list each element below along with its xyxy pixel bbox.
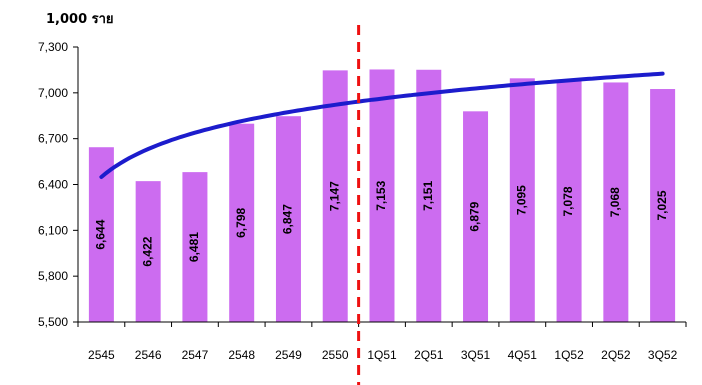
data-label: 7,078 xyxy=(561,186,575,216)
x-tick-label: 4Q51 xyxy=(508,348,538,362)
y-tick-label: 5,500 xyxy=(38,315,68,329)
bar-2547 xyxy=(182,172,208,322)
x-tick-label: 1Q52 xyxy=(554,348,584,362)
x-tick-label: 2547 xyxy=(182,348,209,362)
x-tick-label: 2Q52 xyxy=(601,348,631,362)
bar-2549 xyxy=(275,116,301,322)
bar-3Q51 xyxy=(463,111,489,322)
bar-2546 xyxy=(135,181,161,322)
bar-2Q52 xyxy=(603,82,629,322)
bar-3Q52 xyxy=(650,89,676,322)
x-tick-label: 2550 xyxy=(322,348,349,362)
y-tick-label: 5,800 xyxy=(38,269,68,283)
bar-2550 xyxy=(322,70,348,322)
trendline xyxy=(99,71,665,179)
bar-2Q51 xyxy=(416,69,442,322)
data-label: 6,879 xyxy=(468,201,482,231)
x-tick-label: 3Q52 xyxy=(648,348,678,362)
x-tick-label: 3Q51 xyxy=(461,348,491,362)
x-tick-label: 2549 xyxy=(275,348,302,362)
x-tick-label: 2Q51 xyxy=(414,348,444,362)
data-label: 7,153 xyxy=(374,180,388,210)
data-label: 7,068 xyxy=(608,187,622,217)
y-axis-unit-label: 1,000 ราย xyxy=(46,12,114,27)
data-label: 7,147 xyxy=(327,181,341,211)
bar-1Q52 xyxy=(556,80,582,323)
bar-1Q51 xyxy=(369,69,395,322)
data-label: 7,025 xyxy=(655,190,669,220)
data-label: 6,422 xyxy=(140,236,154,266)
data-label: 7,151 xyxy=(421,181,435,211)
data-label: 6,481 xyxy=(187,232,201,262)
y-tick-label: 6,700 xyxy=(38,132,68,146)
data-label: 6,644 xyxy=(94,219,108,249)
data-label: 6,847 xyxy=(281,204,295,234)
y-tick-label: 6,100 xyxy=(38,223,68,237)
x-tick-label: 2546 xyxy=(135,348,162,362)
y-tick-label: 7,300 xyxy=(38,40,68,54)
bar-2548 xyxy=(229,123,255,322)
y-tick-label: 6,400 xyxy=(38,178,68,192)
bar-4Q51 xyxy=(509,78,535,322)
data-label: 6,798 xyxy=(234,208,248,238)
x-tick-label: 2548 xyxy=(228,348,255,362)
data-label: 7,095 xyxy=(514,185,528,215)
x-tick-label: 2545 xyxy=(88,348,115,362)
x-tick-label: 1Q51 xyxy=(367,348,397,362)
y-tick-label: 7,000 xyxy=(38,86,68,100)
